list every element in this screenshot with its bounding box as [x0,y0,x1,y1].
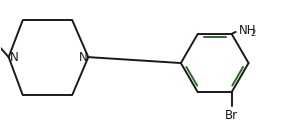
Text: N: N [78,51,87,64]
Text: NH: NH [239,24,256,37]
Text: 2: 2 [250,29,256,38]
Text: N: N [10,51,19,64]
Text: Br: Br [225,109,238,122]
